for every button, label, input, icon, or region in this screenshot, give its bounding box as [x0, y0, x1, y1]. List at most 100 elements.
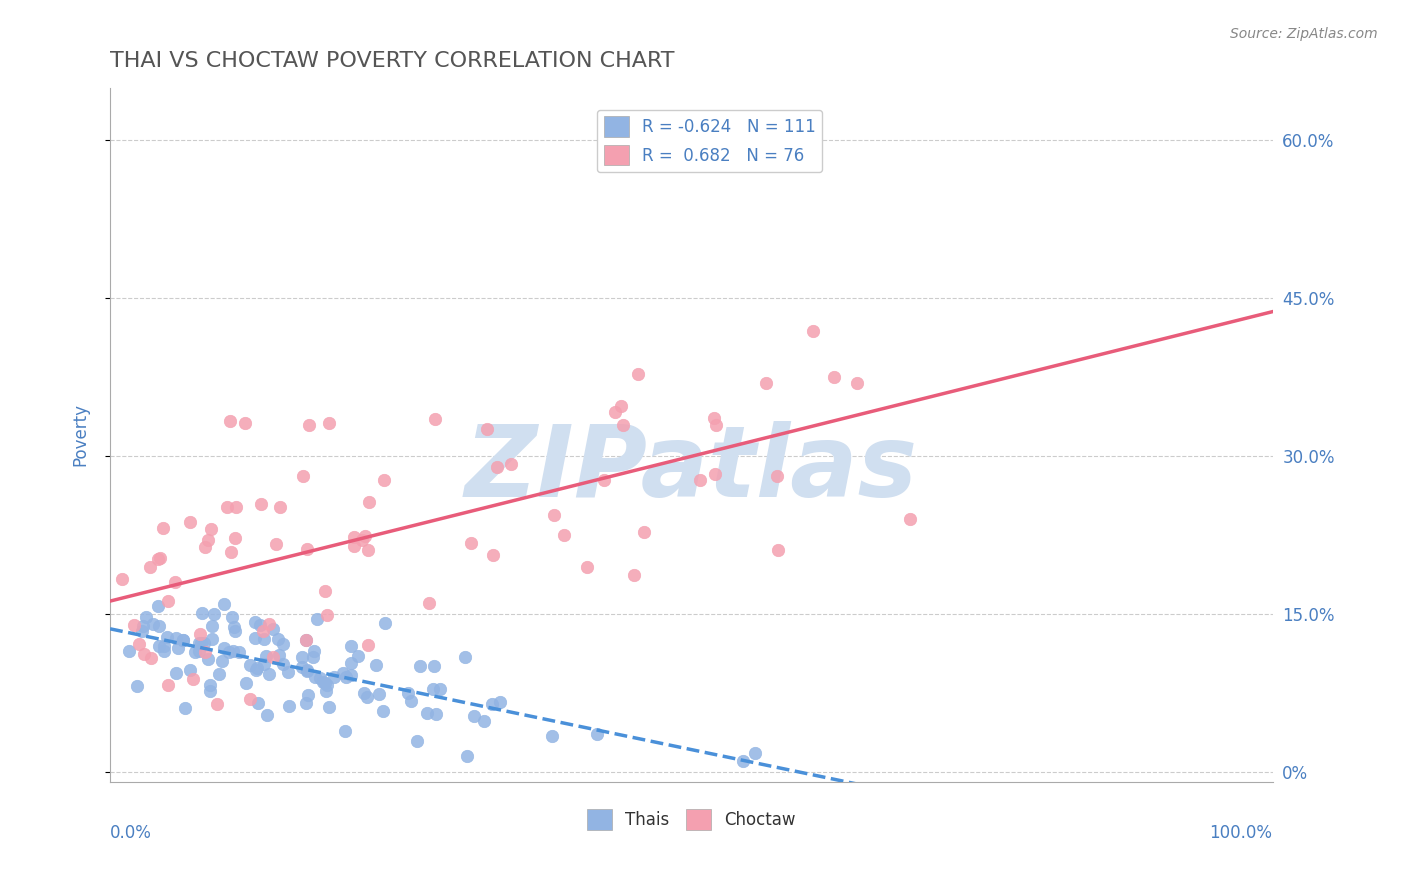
- Choctaw: [823, 370, 845, 384]
- Thais: [368, 687, 391, 701]
- Thais: [247, 696, 270, 710]
- Thais: [174, 701, 197, 715]
- Thais: [318, 700, 340, 714]
- Thais: [364, 658, 387, 673]
- Choctaw: [156, 593, 179, 607]
- Choctaw: [373, 473, 395, 487]
- Choctaw: [163, 574, 186, 589]
- Thais: [197, 652, 219, 666]
- Thais: [278, 699, 301, 714]
- Choctaw: [846, 376, 869, 391]
- Choctaw: [603, 404, 626, 418]
- Thais: [218, 645, 240, 659]
- Thais: [132, 619, 155, 633]
- Choctaw: [314, 583, 336, 598]
- Thais: [305, 612, 328, 626]
- Thais: [201, 619, 224, 633]
- Thais: [165, 665, 187, 680]
- Thais: [356, 690, 378, 704]
- Thais: [201, 632, 224, 646]
- Text: 100.0%: 100.0%: [1209, 824, 1272, 842]
- Thais: [335, 670, 357, 684]
- Choctaw: [543, 508, 565, 523]
- Thais: [243, 615, 266, 630]
- Choctaw: [157, 678, 180, 692]
- Thais: [146, 599, 169, 614]
- Choctaw: [553, 528, 575, 542]
- Choctaw: [316, 608, 339, 623]
- Choctaw: [425, 412, 447, 426]
- Choctaw: [194, 645, 217, 659]
- Thais: [212, 640, 235, 655]
- Choctaw: [704, 418, 727, 433]
- Thais: [142, 616, 165, 631]
- Choctaw: [354, 529, 377, 543]
- Choctaw: [486, 459, 509, 474]
- Thais: [277, 665, 299, 679]
- Text: 0.0%: 0.0%: [110, 824, 152, 842]
- Thais: [179, 664, 201, 678]
- Thais: [340, 656, 363, 670]
- Thais: [456, 748, 478, 763]
- Thais: [243, 631, 266, 645]
- Choctaw: [576, 559, 599, 574]
- Thais: [297, 689, 319, 703]
- Choctaw: [179, 516, 201, 530]
- Thais: [340, 639, 363, 653]
- Thais: [222, 644, 245, 658]
- Thais: [208, 666, 231, 681]
- Thais: [271, 657, 294, 672]
- Thais: [416, 706, 439, 720]
- Choctaw: [269, 500, 291, 514]
- Choctaw: [295, 542, 318, 557]
- Thais: [184, 645, 207, 659]
- Choctaw: [609, 399, 631, 413]
- Choctaw: [139, 559, 162, 574]
- Thais: [374, 615, 396, 630]
- Choctaw: [181, 672, 204, 686]
- Thais: [731, 754, 754, 768]
- Thais: [312, 674, 335, 689]
- Thais: [332, 665, 354, 680]
- Choctaw: [475, 422, 498, 436]
- Thais: [314, 676, 336, 690]
- Choctaw: [219, 414, 242, 428]
- Choctaw: [146, 551, 169, 566]
- Choctaw: [755, 376, 778, 390]
- Thais: [148, 640, 170, 654]
- Thais: [172, 633, 194, 648]
- Thais: [235, 676, 257, 690]
- Thais: [309, 671, 332, 685]
- Thais: [315, 684, 337, 698]
- Thais: [165, 631, 187, 645]
- Thais: [249, 617, 271, 632]
- Choctaw: [190, 626, 212, 640]
- Text: THAI VS CHOCTAW POVERTY CORRELATION CHART: THAI VS CHOCTAW POVERTY CORRELATION CHAR…: [110, 51, 675, 70]
- Choctaw: [592, 473, 614, 487]
- Choctaw: [200, 522, 222, 536]
- Thais: [202, 607, 225, 622]
- Thais: [228, 645, 250, 659]
- Thais: [371, 704, 394, 718]
- Thais: [253, 632, 276, 646]
- Choctaw: [460, 536, 482, 550]
- Thais: [425, 706, 447, 721]
- Choctaw: [291, 468, 314, 483]
- Choctaw: [703, 411, 725, 425]
- Choctaw: [612, 417, 634, 432]
- Choctaw: [249, 497, 271, 511]
- Text: ZIPatlas: ZIPatlas: [465, 421, 918, 518]
- Choctaw: [318, 417, 340, 431]
- Choctaw: [357, 542, 380, 557]
- Choctaw: [633, 524, 655, 539]
- Thais: [541, 729, 564, 743]
- Choctaw: [124, 617, 146, 632]
- Choctaw: [298, 417, 321, 432]
- Thais: [463, 709, 485, 723]
- Choctaw: [128, 637, 150, 651]
- Thais: [429, 681, 451, 696]
- Thais: [335, 723, 357, 738]
- Choctaw: [194, 541, 217, 555]
- Thais: [271, 637, 294, 651]
- Thais: [125, 680, 148, 694]
